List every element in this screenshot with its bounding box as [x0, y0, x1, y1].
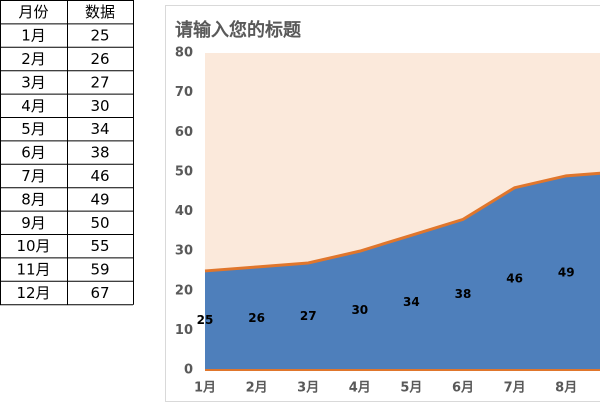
- table-cell: 6月: [21, 144, 46, 162]
- table-cell: 8月: [21, 190, 46, 208]
- table-cell: 2月: [21, 50, 46, 68]
- y-tick-label: 20: [175, 283, 193, 298]
- x-tick-label: 1月: [194, 381, 216, 396]
- y-tick-label: 30: [175, 244, 193, 259]
- table-cell: 4月: [21, 97, 46, 115]
- table-cell: 38: [90, 144, 109, 162]
- table-cell: 12月: [16, 284, 50, 302]
- data-label: 25: [197, 313, 214, 327]
- x-tick-label: 5月: [400, 381, 422, 396]
- chart-title: 请输入您的标题: [175, 19, 302, 41]
- table-cell: 25: [90, 27, 109, 45]
- y-tick-label: 70: [175, 85, 193, 100]
- table-cell: 9月: [21, 214, 46, 232]
- table-cell: 3月: [21, 73, 46, 91]
- x-tick-label: 2月: [246, 381, 268, 396]
- data-label: 49: [558, 265, 575, 279]
- table-header: 数据: [85, 3, 115, 21]
- x-tick-label: 3月: [297, 381, 319, 396]
- table-cell: 10月: [16, 237, 50, 255]
- data-label: 34: [403, 295, 420, 309]
- data-label: 30: [351, 303, 368, 317]
- x-tick-label: 6月: [452, 381, 474, 396]
- table-cell: 46: [90, 167, 109, 185]
- table-cell: 7月: [21, 167, 46, 185]
- table-cell: 55: [90, 237, 109, 255]
- table-cell: 26: [90, 50, 109, 68]
- table-cell: 67: [90, 284, 109, 302]
- data-label: 46: [506, 271, 523, 285]
- table-cell: 50: [90, 214, 109, 232]
- table-cell: 11月: [16, 261, 50, 279]
- area-line: [204, 171, 600, 273]
- table-cell: 30: [90, 97, 109, 115]
- y-tick-label: 60: [175, 125, 193, 140]
- y-tick-label: 80: [175, 46, 193, 61]
- x-tick-label: 8月: [555, 381, 577, 396]
- table-cell: 49: [90, 190, 109, 208]
- table-cell: 27: [90, 73, 109, 91]
- table-cell: 59: [90, 261, 109, 279]
- table-cell: 5月: [21, 120, 46, 138]
- table-cell: 1月: [21, 27, 46, 45]
- data-label: 26: [248, 311, 265, 325]
- x-tick-label: 7月: [504, 381, 526, 396]
- area: [205, 173, 600, 370]
- y-tick-label: 10: [175, 323, 193, 338]
- data-label: 27: [300, 309, 317, 323]
- y-tick-label: 50: [175, 164, 193, 179]
- table-cell: 34: [90, 120, 109, 138]
- table-header: 月份: [18, 3, 48, 21]
- x-tick-label: 4月: [349, 381, 371, 396]
- data-label: 38: [455, 287, 472, 301]
- y-tick-label: 0: [184, 363, 193, 378]
- y-tick-label: 40: [175, 204, 193, 219]
